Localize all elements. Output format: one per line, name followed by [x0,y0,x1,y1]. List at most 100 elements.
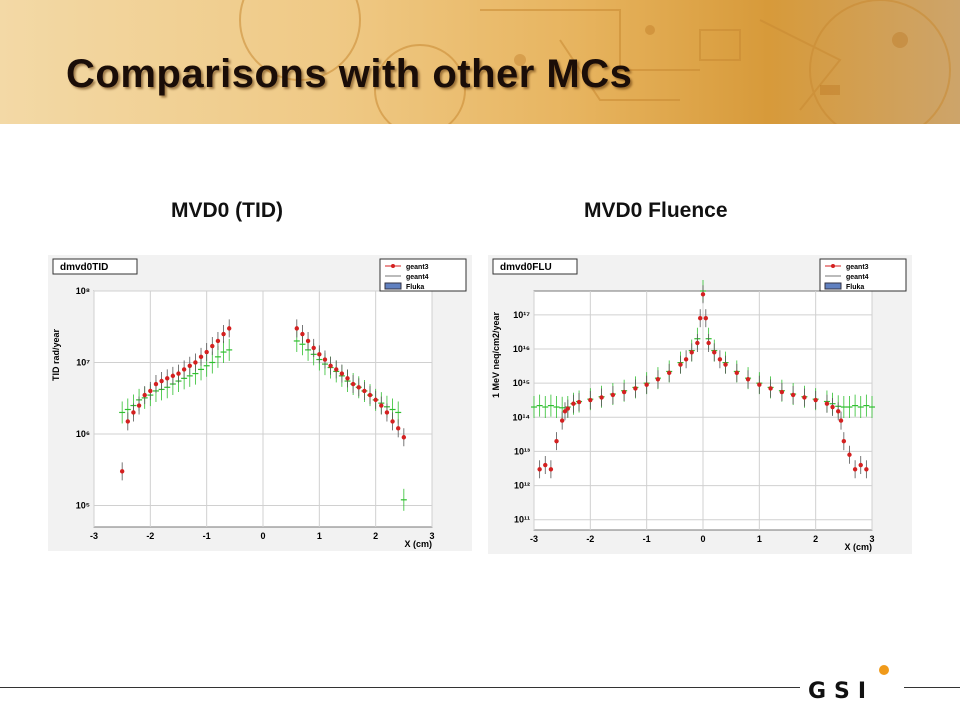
y-tick-label: 10¹¹ [514,515,530,525]
geant3-point [633,386,638,391]
geant3-point [683,357,689,362]
geant3-point [734,370,739,376]
geant3-point [813,397,818,403]
geant3-point [847,452,852,457]
geant3-point [356,385,361,390]
x-tick-label: 0 [700,534,705,544]
geant3-point [537,467,542,472]
geant3-point [655,377,661,382]
geant3-point [621,389,627,395]
slide-title: Comparisons with other MCs [66,52,633,96]
geant3-point [695,340,700,346]
geant3-point [131,410,136,415]
geant3-point [334,367,339,372]
geant3-point [153,381,159,387]
geant3-point [396,426,401,431]
legend-swatch-fluka [824,282,842,290]
y-tick-label: 10⁵ [76,500,90,510]
geant3-point [697,315,703,321]
y-tick-label: 10¹³ [514,446,530,456]
header-banner: Comparisons with other MCs [0,0,960,124]
geant3-point [588,397,593,403]
geant3-point [559,418,565,423]
geant3-point [689,350,694,355]
y-tick-label: 10⁷ [76,357,90,367]
geant3-point [678,362,683,367]
x-tick-label: -3 [90,531,98,541]
geant3-point [367,392,373,398]
geant3-point [548,467,554,472]
geant3-point [768,386,773,391]
y-axis-label: TID rad/year [51,328,61,381]
legend-swatch-fluka [384,282,402,290]
x-tick-label: 1 [757,534,762,544]
x-tick-label: 2 [373,531,378,541]
geant3-point [712,350,717,355]
fluence-chart: -3 -2 -1 0 1 2 3 10¹¹ 10¹² 10¹³ 10¹⁴ 10¹⁵ 10¹⁶ 10¹⁷ dm… [488,255,912,554]
geant3-point [852,467,858,472]
y-tick-label: 10¹⁶ [513,344,530,354]
geant3-point [384,410,390,415]
geant3-point [311,345,316,351]
gsi-logo-text: GSI [808,679,874,702]
geant3-point [345,376,350,381]
geant3-point [300,331,305,337]
geant3-point [703,315,709,321]
geant3-point [401,435,407,440]
x-axis-label: X (cm) [844,542,872,552]
geant3-point [215,338,221,344]
geant3-point [159,378,164,384]
geant3-point [204,349,209,355]
y-tick-label: 10¹⁷ [513,310,530,320]
y-tick-label: 10¹⁴ [513,412,530,422]
x-tick-label: -1 [203,531,211,541]
legend-marker-geant3 [391,264,395,268]
geant3-point [305,338,311,344]
legend-label: Fluka [406,284,424,291]
y-tick-label: 10¹⁵ [513,378,530,388]
footer-divider [0,687,960,688]
geant3-point [148,388,153,394]
chart-title-box [52,258,138,275]
geant3-point [667,370,672,376]
chart-title-box [492,258,578,275]
geant3-point [610,392,616,398]
x-tick-label: -2 [146,531,154,541]
geant3-point [644,382,649,387]
geant3-point [328,363,333,368]
y-tick-label: 10¹² [514,481,530,491]
geant3-point [565,406,570,411]
chart-title: dmvd0FLU [500,262,552,273]
legend-label: geant3 [846,264,869,271]
geant3-point [562,409,568,414]
geant3-point [576,399,582,405]
x-axis-label: X (cm) [404,539,432,549]
geant3-point [757,382,762,387]
panel-title-tid: MVD0 (TID) [171,199,283,222]
geant3-point [700,292,706,297]
y-tick-label: 10⁶ [76,429,90,439]
geant3-point [717,357,723,362]
x-tick-label: 0 [260,531,265,541]
geant3-point [193,360,198,365]
legend-label: Fluka [846,284,864,291]
geant3-point [181,367,187,372]
geant3-point [210,343,215,349]
geant3-point [142,392,147,398]
geant3-point [838,418,844,423]
x-tick-label: -1 [643,534,651,544]
geant3-point [322,357,328,362]
geant3-point [745,377,751,382]
geant3-point [841,438,847,444]
geant3-point [339,371,345,376]
geant3-point [858,462,863,468]
geant3-point [373,397,378,403]
geant3-point [790,392,796,398]
geant3-point [390,419,395,424]
geant3-point [294,326,299,331]
geant3-point [198,354,204,360]
x-tick-label: 2 [813,534,818,544]
geant3-point [543,462,548,468]
geant3-point [350,381,356,387]
header-decoration [239,0,951,124]
